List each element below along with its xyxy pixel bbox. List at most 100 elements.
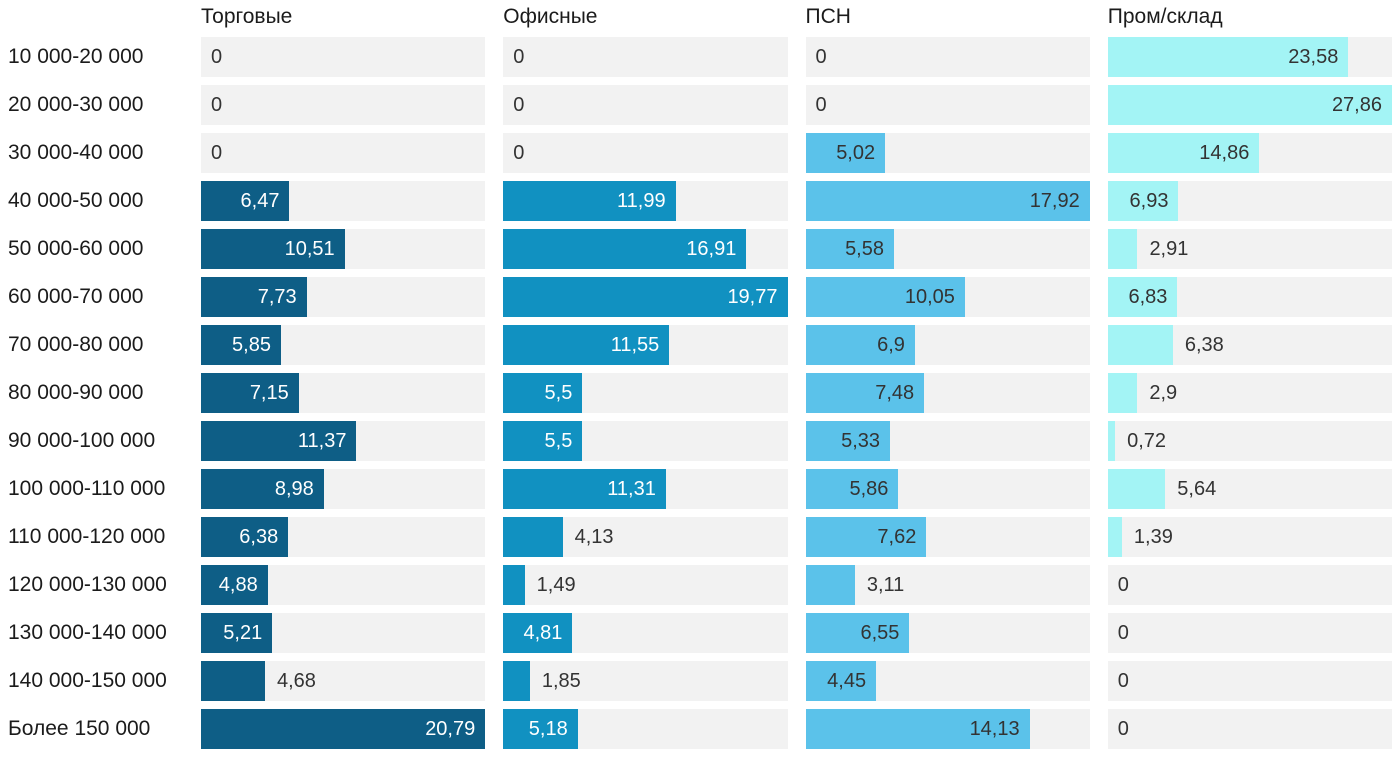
bar: 16,91 xyxy=(503,229,747,269)
bar-value-label: 11,55 xyxy=(610,333,660,356)
bar-track: 4,13 xyxy=(503,517,788,557)
bar-track: 0 xyxy=(503,37,788,77)
bar: 10,05 xyxy=(805,277,965,317)
bar-value-label: 10,05 xyxy=(904,285,955,308)
bar: 7,73 xyxy=(201,277,307,317)
bar: 6,55 xyxy=(805,613,910,653)
bar-track: 5,5 xyxy=(503,373,788,413)
bar-value-label: 0 xyxy=(815,45,827,68)
row-label: Более 150 000 xyxy=(8,717,151,740)
bar-value-label: 5,5 xyxy=(544,381,573,404)
bar-track: 5,02 xyxy=(805,133,1090,173)
bar-track: 5,58 xyxy=(805,229,1090,269)
bar: 4,88 xyxy=(201,565,268,605)
bar-track: 7,15 xyxy=(201,373,486,413)
bar-track: 0 xyxy=(201,133,486,173)
bar-track: 1,49 xyxy=(503,565,788,605)
bar-track: 4,68 xyxy=(201,661,486,701)
bar-value-label: 0 xyxy=(1117,669,1129,692)
bar xyxy=(1107,325,1173,365)
row-label: 30 000-40 000 xyxy=(8,141,144,164)
row-label: 100 000-110 000 xyxy=(8,477,166,500)
header-corner-spacer xyxy=(8,5,183,29)
row-label: 140 000-150 000 xyxy=(8,669,167,692)
row-label: 50 000-60 000 xyxy=(8,237,144,260)
bar-track: 0,72 xyxy=(1107,421,1392,461)
bar-track: 5,86 xyxy=(805,469,1090,509)
bar-track: 11,99 xyxy=(503,181,788,221)
bar-track: 16,91 xyxy=(503,229,788,269)
bar-track: 7,48 xyxy=(805,373,1090,413)
bar-value-label: 5,02 xyxy=(836,141,876,164)
bar-value-label: 3,11 xyxy=(866,573,905,596)
bar xyxy=(1107,373,1138,413)
bar-track: 0 xyxy=(805,37,1090,77)
row-label: 20 000-30 000 xyxy=(8,93,144,116)
row-label: 80 000-90 000 xyxy=(8,381,144,404)
bar-track: 0 xyxy=(201,37,486,77)
bar-value-label: 4,68 xyxy=(276,669,316,692)
bar-track: 7,73 xyxy=(201,277,486,317)
bar: 11,31 xyxy=(503,469,666,509)
bar-track: 0 xyxy=(1107,613,1392,653)
bar-track: 5,5 xyxy=(503,421,788,461)
bar-track: 20,79 xyxy=(201,709,486,749)
bar: 4,81 xyxy=(503,613,573,653)
bar-track: 6,38 xyxy=(1107,325,1392,365)
bar-value-label: 5,18 xyxy=(528,717,568,740)
row-label: 40 000-50 000 xyxy=(8,189,144,212)
bar-track: 2,91 xyxy=(1107,229,1392,269)
bar-track: 0 xyxy=(805,85,1090,125)
bar xyxy=(1107,517,1122,557)
bar-value-label: 5,21 xyxy=(223,621,263,644)
bar-track: 11,37 xyxy=(201,421,486,461)
bar-value-label: 6,47 xyxy=(240,189,280,212)
bar-track: 4,81 xyxy=(503,613,788,653)
bar xyxy=(1107,421,1116,461)
bar-value-label: 0 xyxy=(513,141,525,164)
bar-value-label: 0 xyxy=(1117,621,1129,644)
bar-value-label: 20,79 xyxy=(425,717,476,740)
bar-track: 23,58 xyxy=(1107,37,1392,77)
bar-value-label: 11,31 xyxy=(607,477,656,500)
bar-value-label: 0 xyxy=(211,45,223,68)
bar-track: 6,47 xyxy=(201,181,486,221)
bar: 8,98 xyxy=(201,469,324,509)
bar-value-label: 5,85 xyxy=(232,333,271,356)
bar-value-label: 6,38 xyxy=(239,525,279,548)
bar-value-label: 19,77 xyxy=(727,285,778,308)
bar-track: 4,88 xyxy=(201,565,486,605)
bar-value-label: 27,86 xyxy=(1331,93,1382,116)
bar: 20,79 xyxy=(201,709,486,749)
bar-value-label: 0 xyxy=(1117,573,1129,596)
bar-value-label: 2,9 xyxy=(1149,381,1178,404)
bar xyxy=(503,517,563,557)
bar: 27,86 xyxy=(1107,85,1392,125)
bar-track: 8,98 xyxy=(201,469,486,509)
bar-value-label: 0 xyxy=(513,93,525,116)
bar-track: 1,39 xyxy=(1107,517,1392,557)
bar xyxy=(503,661,530,701)
bar-value-label: 6,93 xyxy=(1129,189,1169,212)
bar-value-label: 0,72 xyxy=(1127,429,1167,452)
bar: 5,18 xyxy=(503,709,578,749)
bar-track: 6,93 xyxy=(1107,181,1392,221)
bar: 17,92 xyxy=(805,181,1090,221)
bar: 5,58 xyxy=(805,229,894,269)
bar-value-label: 17,92 xyxy=(1029,189,1080,212)
column-header-1: Торговые xyxy=(201,5,293,28)
bar: 23,58 xyxy=(1107,37,1349,77)
bar-value-label: 0 xyxy=(211,141,223,164)
row-label: 10 000-20 000 xyxy=(8,45,144,68)
bar-value-label: 5,5 xyxy=(544,429,573,452)
bar: 7,62 xyxy=(805,517,927,557)
row-label: 110 000-120 000 xyxy=(8,525,166,548)
bar-value-label: 23,58 xyxy=(1288,45,1339,68)
bar-value-label: 4,13 xyxy=(574,525,614,548)
bar-value-label: 4,45 xyxy=(827,669,867,692)
bar-value-label: 7,73 xyxy=(257,285,297,308)
row-label: 70 000-80 000 xyxy=(8,333,144,356)
bar-track: 6,38 xyxy=(201,517,486,557)
bar-value-label: 1,49 xyxy=(536,573,576,596)
